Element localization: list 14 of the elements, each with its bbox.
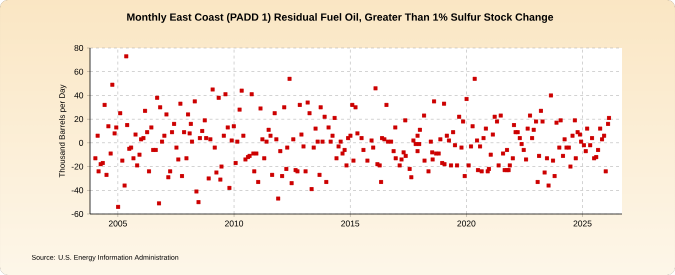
y-tick-label: 60 [74, 68, 84, 75]
y-tick-label: 80 [74, 45, 84, 51]
y-tick-label: -40 [72, 187, 84, 194]
y-tick-label: 20 [74, 116, 84, 122]
x-tick-label: 2015 [341, 220, 360, 227]
x-tick-label: 2025 [574, 220, 592, 227]
x-tick-label: 2010 [225, 220, 244, 227]
x-tick-label: 2005 [108, 220, 127, 227]
y-tick-label: 40 [74, 92, 84, 98]
x-tick-label: 2020 [457, 220, 476, 227]
y-tick-label: -20 [72, 164, 84, 170]
chart-title: Monthly East Coast (PADD 1) Residual Fuel Oil, Greater Than 1% Sulfur Stock Change [127, 13, 554, 23]
y-tick-label: -60 [72, 211, 84, 217]
y-tick-label: 0 [79, 140, 84, 146]
